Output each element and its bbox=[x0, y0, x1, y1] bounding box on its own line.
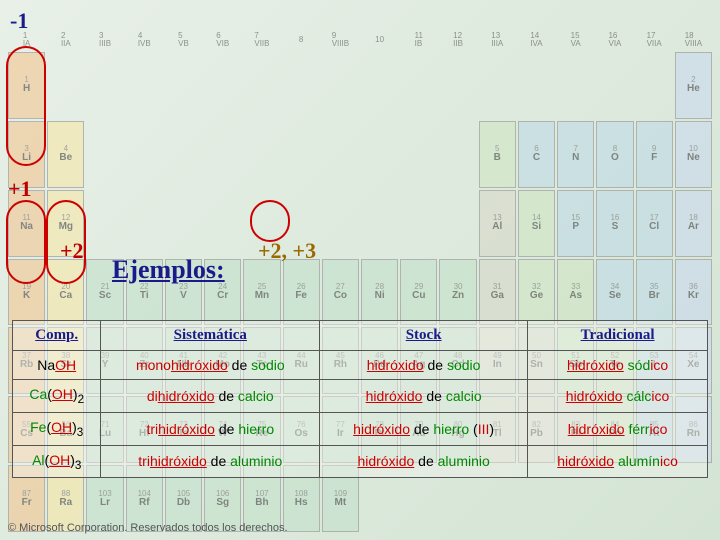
table-cell: monohidróxido de sodio bbox=[101, 351, 320, 380]
ejemplos-heading: Ejemplos: bbox=[112, 255, 225, 285]
table-cell: Al(OH)3 bbox=[13, 445, 101, 478]
annotation-plus1: +1 bbox=[8, 176, 32, 202]
nomenclature-table: Comp.SistemáticaStockTradicional NaOHmon… bbox=[12, 320, 708, 478]
annotation-plus2: +2 bbox=[60, 238, 84, 264]
table-cell: hidróxido sódico bbox=[528, 351, 708, 380]
table-cell: hidróxido férrico bbox=[528, 412, 708, 445]
table-cell: hidróxido de calcio bbox=[320, 380, 528, 413]
table-header: Comp. bbox=[13, 321, 101, 351]
table-cell: Fe(OH)3 bbox=[13, 412, 101, 445]
table-cell: Ca(OH)2 bbox=[13, 380, 101, 413]
table-header: Tradicional bbox=[528, 321, 708, 351]
table-cell: hidróxido cálcico bbox=[528, 380, 708, 413]
annotation-plus23: +2, +3 bbox=[258, 238, 316, 264]
table-row: Ca(OH)2dihidróxido de calciohidróxido de… bbox=[13, 380, 708, 413]
table-row: Fe(OH)3trihidróxido de hierrohidróxido d… bbox=[13, 412, 708, 445]
table-cell: trihidróxido de hierro bbox=[101, 412, 320, 445]
annotation-minus1: -1 bbox=[10, 8, 28, 34]
table-cell: dihidróxido de calcio bbox=[101, 380, 320, 413]
table-cell: hidróxido alumínico bbox=[528, 445, 708, 478]
table-cell: trihidróxido de aluminio bbox=[101, 445, 320, 478]
table-cell: hidróxido de sodio bbox=[320, 351, 528, 380]
table-row: Al(OH)3trihidróxido de aluminiohidróxido… bbox=[13, 445, 708, 478]
table-cell: hidróxido de hierro (III) bbox=[320, 412, 528, 445]
table-header: Stock bbox=[320, 321, 528, 351]
table-cell: NaOH bbox=[13, 351, 101, 380]
table-cell: hidróxido de aluminio bbox=[320, 445, 528, 478]
copyright-footer: © Microsoft Corporation. Reservados todo… bbox=[8, 522, 288, 534]
table-row: NaOHmonohidróxido de sodiohidróxido de s… bbox=[13, 351, 708, 380]
table-header: Sistemática bbox=[101, 321, 320, 351]
